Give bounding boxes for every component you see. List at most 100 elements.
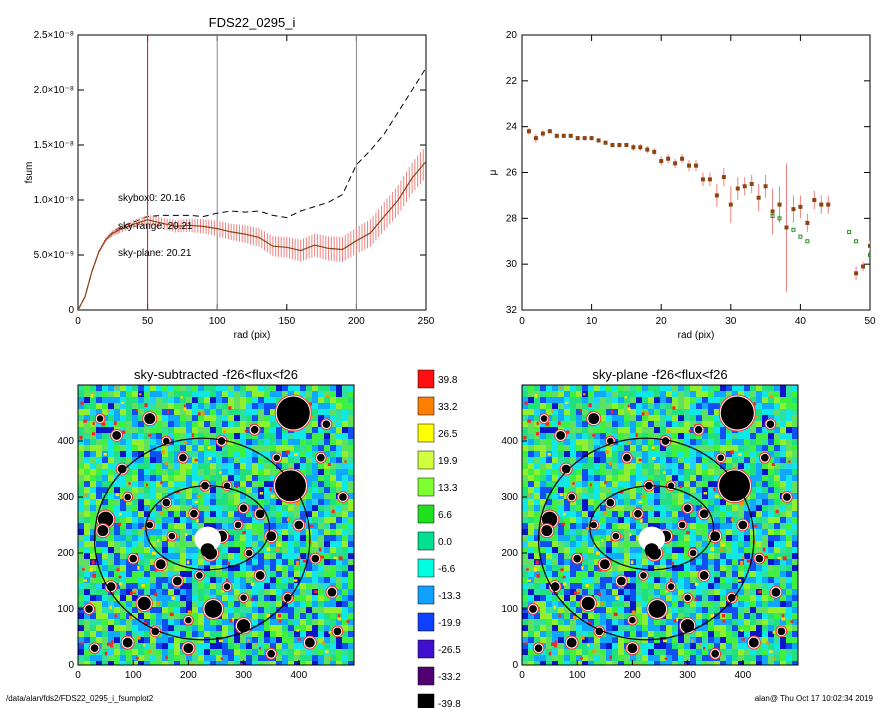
heatmap-cell	[330, 505, 336, 511]
heatmap-cell	[594, 601, 600, 607]
heatmap-cell	[630, 601, 636, 607]
heatmap-cell	[666, 415, 672, 421]
heatmap-cell	[138, 577, 144, 583]
heatmap-cell	[600, 619, 606, 625]
heatmap-cell	[138, 451, 144, 457]
heatmap-cell	[774, 649, 780, 655]
heatmap-cell	[732, 523, 738, 529]
heatmap-cell	[294, 445, 300, 451]
heatmap-cell	[246, 559, 252, 565]
heatmap-cell	[114, 457, 120, 463]
heatmap-cell	[246, 529, 252, 535]
heatmap-cell	[138, 481, 144, 487]
heatmap-cell	[114, 661, 120, 665]
heatmap-cell	[648, 631, 654, 637]
heatmap-cell	[96, 577, 102, 583]
heatmap-cell	[600, 421, 606, 427]
heatmap-cell	[636, 577, 642, 583]
heatmap-cell	[120, 655, 126, 661]
heatmap-cell	[582, 613, 588, 619]
heatmap-cell	[336, 403, 342, 409]
heatmap-cell	[84, 445, 90, 451]
heatmap-cell	[348, 493, 354, 499]
heatmap-cell	[270, 541, 276, 547]
heatmap-cell	[690, 433, 696, 439]
heatmap-cell	[342, 625, 348, 631]
heatmap-cell	[684, 607, 690, 613]
heatmap-cell	[528, 409, 534, 415]
heatmap-cell	[156, 505, 162, 511]
heatmap-cell	[570, 487, 576, 493]
heatmap-cell	[588, 559, 594, 565]
heatmap-cell	[594, 541, 600, 547]
heatmap-cell	[672, 529, 678, 535]
heatmap-cell	[300, 451, 306, 457]
heatmap-cell	[252, 505, 258, 511]
heatmap-cell	[270, 427, 276, 433]
heatmap-cell	[228, 637, 234, 643]
heatmap-cell	[162, 385, 168, 391]
heatmap-cell	[792, 409, 798, 415]
heatmap-cell	[720, 661, 726, 665]
heatmap-speck	[232, 617, 235, 622]
heatmap-cell	[330, 649, 336, 655]
heatmap-cell	[696, 493, 702, 499]
heatmap-cell	[552, 655, 558, 661]
heatmap-cell	[768, 391, 774, 397]
heatmap-cell	[162, 553, 168, 559]
heatmap-cell	[666, 655, 672, 661]
heatmap-cell	[528, 505, 534, 511]
heatmap-speck	[312, 415, 315, 418]
heatmap-cell	[96, 655, 102, 661]
heatmap-cell	[780, 463, 786, 469]
heatmap-cell	[120, 451, 126, 457]
heatmap-cell	[102, 613, 108, 619]
heatmap-cell	[666, 475, 672, 481]
heatmap-cell	[336, 541, 342, 547]
heatmap-cell	[336, 499, 342, 505]
heatmap-cell	[708, 619, 714, 625]
heatmap-cell	[744, 607, 750, 613]
heatmap-cell	[678, 589, 684, 595]
heatmap-cell	[102, 589, 108, 595]
heatmap-cell	[618, 595, 624, 601]
heatmap-cell	[126, 475, 132, 481]
heatmap-cell	[228, 523, 234, 529]
heatmap-cell	[192, 487, 198, 493]
heatmap-cell	[330, 619, 336, 625]
heatmap-cell	[90, 637, 96, 643]
heatmap-cell	[618, 445, 624, 451]
heatmap-cell	[792, 613, 798, 619]
heatmap-cell	[696, 487, 702, 493]
heatmap-cell	[678, 463, 684, 469]
heatmap-cell	[576, 433, 582, 439]
heatmap-cell	[780, 643, 786, 649]
heatmap-cell	[150, 649, 156, 655]
heatmap-cell	[552, 541, 558, 547]
heatmap-cell	[546, 643, 552, 649]
heatmap-speck	[83, 494, 88, 497]
heatmap-cell	[348, 415, 354, 421]
heatmap-cell	[234, 385, 240, 391]
heatmap-speck	[106, 642, 111, 646]
heatmap-cell	[738, 619, 744, 625]
heatmap-cell	[108, 499, 114, 505]
heatmap-cell	[228, 475, 234, 481]
heatmap-cell	[738, 391, 744, 397]
y-tick-label: 22	[506, 76, 518, 87]
heatmap-cell	[750, 397, 756, 403]
heatmap-cell	[126, 523, 132, 529]
heatmap-cell	[648, 589, 654, 595]
heatmap-cell	[552, 559, 558, 565]
heatmap-cell	[90, 475, 96, 481]
heatmap-cell	[120, 499, 126, 505]
heatmap-cell	[336, 391, 342, 397]
plot-area	[526, 127, 870, 292]
heatmap-cell	[648, 439, 654, 445]
heatmap-cell	[174, 397, 180, 403]
heatmap-cell	[240, 661, 246, 665]
heatmap-speck	[790, 620, 794, 623]
heatmap-cell	[234, 475, 240, 481]
heatmap-cell	[84, 427, 90, 433]
heatmap-cell	[774, 421, 780, 427]
